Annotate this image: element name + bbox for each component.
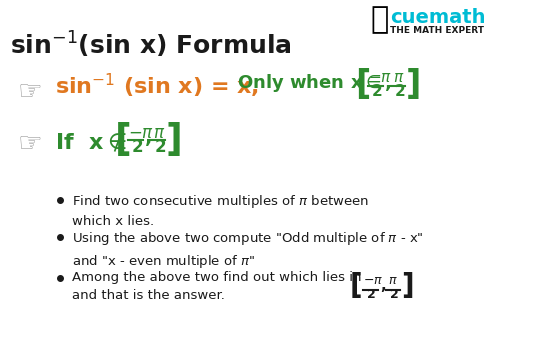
Text: THE MATH EXPERT: THE MATH EXPERT	[390, 26, 484, 35]
Text: sin$^{-1}$ (sin x) = x,: sin$^{-1}$ (sin x) = x,	[55, 72, 259, 100]
Text: ]: ]	[406, 68, 421, 101]
Text: ]: ]	[401, 272, 414, 300]
Text: Find two consecutive multiples of $\pi$ between
which x lies.: Find two consecutive multiples of $\pi$ …	[72, 193, 369, 228]
Text: [: [	[115, 122, 132, 159]
Text: $-\pi$: $-\pi$	[368, 70, 392, 85]
Text: 2: 2	[390, 288, 399, 301]
Text: $-\pi$: $-\pi$	[128, 124, 154, 142]
Text: ,: ,	[145, 128, 152, 147]
Text: [: [	[350, 272, 362, 300]
Text: $\pi$: $\pi$	[393, 70, 404, 85]
Text: ☞: ☞	[18, 78, 43, 106]
Text: $\pi$: $\pi$	[388, 274, 398, 287]
Text: 2: 2	[395, 84, 406, 99]
Text: If  x$\notin$: If x$\notin$	[55, 128, 126, 154]
Text: 2: 2	[132, 138, 144, 156]
Text: 2: 2	[155, 138, 167, 156]
Text: 2: 2	[367, 288, 376, 301]
Text: ,: ,	[385, 74, 392, 92]
Text: Only when x$\in$: Only when x$\in$	[237, 72, 381, 94]
Text: sin$^{-1}$(sin x) Formula: sin$^{-1}$(sin x) Formula	[10, 30, 292, 60]
Text: Using the above two compute "Odd multiple of $\pi$ - x"
and "x - even multiple o: Using the above two compute "Odd multipl…	[72, 230, 424, 270]
Text: ]: ]	[166, 122, 183, 159]
Text: cuemath: cuemath	[390, 8, 486, 27]
Text: ☞: ☞	[18, 130, 43, 158]
Text: $-\pi$: $-\pi$	[363, 274, 383, 287]
Text: [: [	[355, 68, 370, 101]
Text: Among the above two find out which lies in
and that is the answer.: Among the above two find out which lies …	[72, 271, 361, 302]
Text: ,: ,	[380, 278, 385, 293]
Text: 🚀: 🚀	[370, 5, 388, 34]
Text: 2: 2	[372, 84, 383, 99]
Text: $\pi$: $\pi$	[153, 124, 165, 142]
